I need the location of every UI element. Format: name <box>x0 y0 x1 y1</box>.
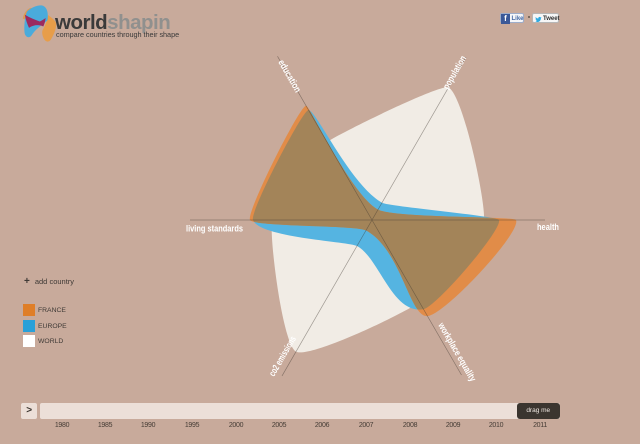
svg-text:education: education <box>275 58 303 95</box>
svg-text:population: population <box>441 54 469 92</box>
svg-text:workplace equality: workplace equality <box>435 320 478 384</box>
svg-text:co2 emissions: co2 emissions <box>267 334 299 378</box>
svg-text:living standards: living standards <box>186 223 243 234</box>
svg-text:health: health <box>537 222 559 233</box>
